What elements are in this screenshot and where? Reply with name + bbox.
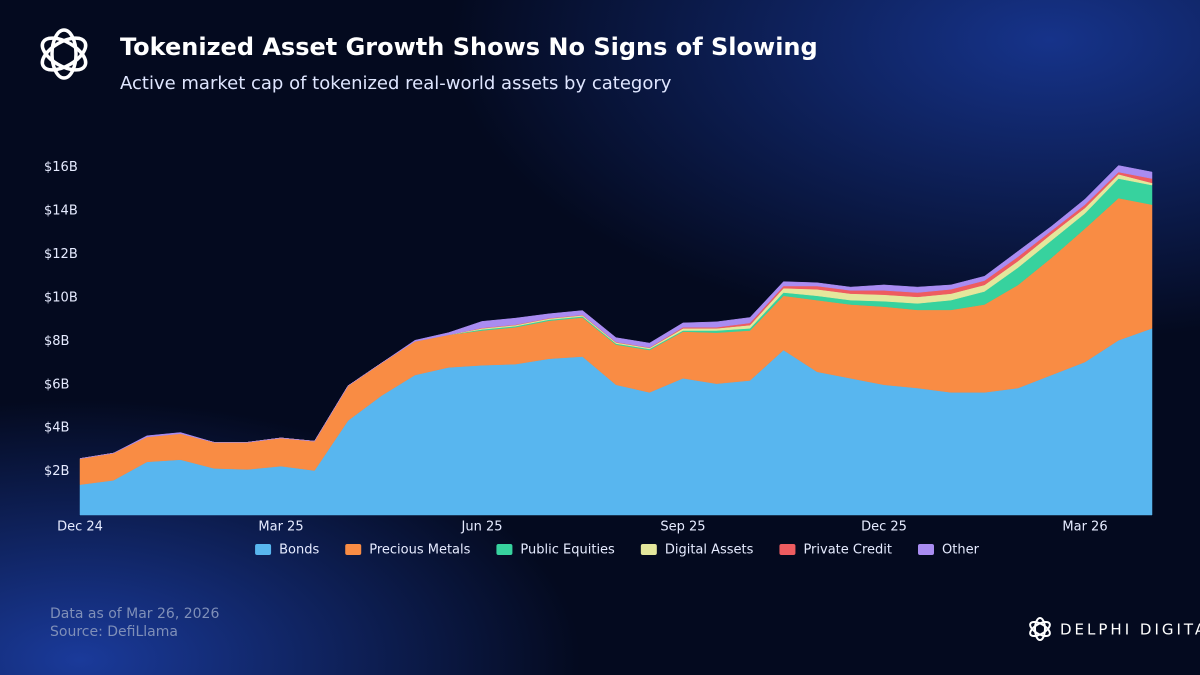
legend-swatch [496,544,513,555]
y-tick-label: $16B [44,160,78,175]
note: Source: DefiLlama [50,624,178,640]
y-tick-label: $4B [44,421,69,436]
legend-label: Bonds [279,543,319,558]
x-tick-label: Mar 26 [1062,520,1107,535]
legend-label: Other [942,543,980,558]
brand-logo [1029,617,1051,641]
x-tick-label: Mar 25 [258,520,303,535]
brand: DELPHI DIGITAL [1060,621,1200,639]
legend-swatch [918,544,934,555]
legend-label: Precious Metals [369,543,470,558]
legend-swatch [779,544,796,555]
logo [40,28,88,80]
area [79,165,1153,459]
y-tick-label: $14B [44,204,78,219]
legend-swatch [640,544,657,555]
x-tick-label: Dec 24 [57,520,103,535]
x-tick-label: Dec 25 [861,520,907,535]
note: Data as of Mar 26, 2026 [50,606,219,622]
legend-label: Digital Assets [665,543,754,558]
legend-label: Public Equities [520,543,615,558]
legend: Bonds Precious Metals Public Equities Digit… [255,543,980,558]
legend-label: Private Credit [803,543,892,558]
x-tick-label: Jun 25 [461,520,503,535]
chart-subtitle: Active market cap of tokenized real-worl… [120,73,672,94]
y-tick-label: $6B [44,377,69,392]
y-tick-label: $10B [44,290,78,305]
chart-title: Tokenized Asset Growth Shows No Signs of… [120,33,818,61]
y-tick-label: $8B [44,334,69,349]
y-tick-label: $12B [44,247,78,262]
legend-swatch [345,544,362,555]
x-tick-label: Sep 25 [660,520,705,535]
y-tick-label: $2B [44,464,69,479]
legend-swatch [255,544,272,555]
